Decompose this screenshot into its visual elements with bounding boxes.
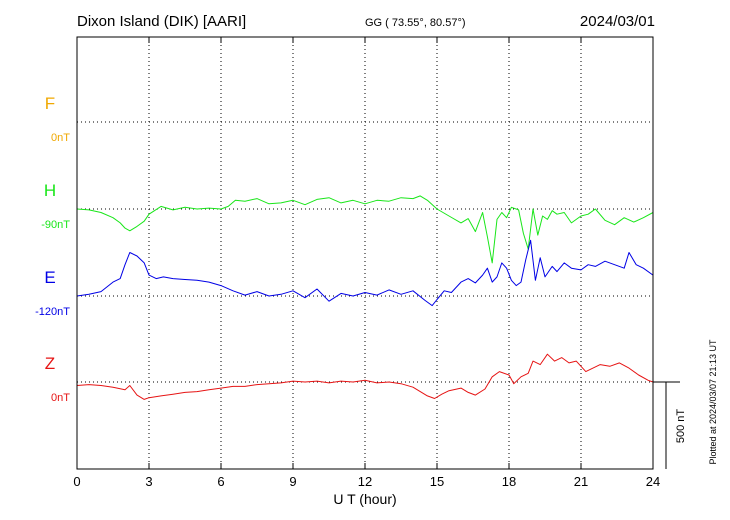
channel-baseline-f: 0nT	[51, 132, 70, 144]
x-tick-label: 6	[217, 474, 224, 489]
x-tick-label: 21	[574, 474, 588, 489]
series-line-h	[76, 195, 654, 264]
x-tick-label: 24	[646, 474, 660, 489]
series-layer	[76, 195, 654, 400]
chart-date: 2024/03/01	[580, 13, 655, 30]
x-tick-label: 0	[73, 474, 80, 489]
station-coords: GG ( 73.55°, 80.57°)	[365, 17, 466, 29]
x-tick-label: 15	[430, 474, 444, 489]
plotted-timestamp: Plotted at 2024/03/07 21:13 UT	[708, 339, 718, 465]
series-line-z	[76, 353, 654, 400]
x-tick-label: 3	[145, 474, 152, 489]
grid-lines	[77, 37, 653, 469]
channel-baseline-h: -90nT	[41, 219, 70, 231]
x-axis-label: U T (hour)	[333, 491, 396, 507]
x-tick-label: 9	[289, 474, 296, 489]
channel-baseline-e: -120nT	[35, 306, 70, 318]
channel-name-f: F	[45, 94, 55, 113]
station-title: Dixon Island (DIK) [AARI]	[77, 13, 246, 30]
x-tick-label: 12	[358, 474, 372, 489]
x-axis: 0 3 6 9 12 15 18 21 24	[73, 37, 660, 489]
channel-labels: F 0nT H -90nT E -120nT Z 0nT	[35, 94, 70, 404]
channel-baseline-z: 0nT	[51, 392, 70, 404]
channel-name-z: Z	[45, 354, 55, 373]
channel-name-h: H	[44, 181, 56, 200]
scale-bar: 500 nT	[653, 381, 687, 469]
channel-name-e: E	[44, 268, 55, 287]
scale-bar-label: 500 nT	[675, 409, 687, 444]
x-tick-label: 18	[502, 474, 516, 489]
series-line-e	[76, 239, 654, 307]
